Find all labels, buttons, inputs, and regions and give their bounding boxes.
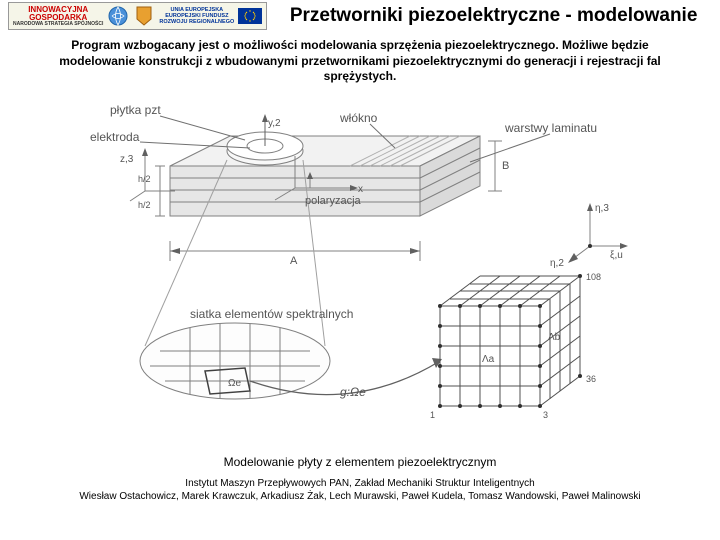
eu-text: UNIA EUROPEJSKA EUROPEJSKI FUNDUSZ ROZWO… (159, 7, 234, 25)
pzt-patch (227, 114, 303, 165)
description: Program wzbogacany jest o możliwości mod… (0, 32, 720, 91)
eu-flag-icon (238, 8, 262, 24)
svg-text:3: 3 (543, 410, 548, 420)
svg-text:z,3: z,3 (120, 154, 134, 165)
svg-text:36: 36 (586, 374, 596, 384)
svg-text:włókno: włókno (339, 111, 378, 125)
caption: Modelowanie płyty z elementem piezoelekt… (0, 451, 720, 477)
logo-sub: NARODOWA STRATEGIA SPÓJNOŚCI (13, 22, 103, 27)
svg-text:polaryzacja: polaryzacja (305, 195, 362, 207)
dim-h (155, 166, 165, 216)
svg-text:1: 1 (430, 410, 435, 420)
shield-icon (133, 5, 155, 27)
svg-text:A: A (290, 255, 298, 267)
footer-line1: Instytut Maszyn Przepływowych PAN, Zakła… (8, 477, 712, 490)
svg-text:elektroda: elektroda (90, 130, 140, 144)
globe-icon (107, 5, 129, 27)
svg-text:y,2: y,2 (268, 118, 281, 129)
svg-text:108: 108 (586, 272, 601, 282)
footer-line2: Wiesław Ostachowicz, Marek Krawczuk, Ark… (8, 490, 712, 503)
svg-text:Λb: Λb (548, 332, 561, 343)
svg-text:siatka elementów spektralnych: siatka elementów spektralnych (190, 307, 353, 321)
svg-text:η,3: η,3 (595, 203, 609, 214)
header: INNOWACYJNA GOSPODARKA NARODOWA STRATEGI… (0, 0, 720, 32)
diagram-svg: płytka pzt elektroda włókno warstwy lami… (50, 96, 670, 446)
svg-text:B: B (502, 160, 509, 172)
svg-text:warstwy laminatu: warstwy laminatu (504, 121, 597, 135)
logo-innowacyjna: INNOWACYJNA GOSPODARKA NARODOWA STRATEGI… (13, 6, 103, 27)
svg-text:Ωe: Ωe (228, 378, 241, 389)
svg-text:x: x (358, 184, 363, 195)
svg-text:h/2: h/2 (138, 174, 151, 184)
svg-text:η,2: η,2 (550, 258, 564, 269)
svg-text:ξ,u: ξ,u (610, 250, 623, 261)
z-axis (130, 148, 175, 201)
diagram: płytka pzt elektroda włókno warstwy lami… (0, 91, 720, 451)
logo-block: INNOWACYJNA GOSPODARKA NARODOWA STRATEGI… (8, 2, 267, 30)
ref-cube (438, 274, 582, 408)
svg-text:g:Ωe: g:Ωe (340, 385, 366, 399)
svg-text:Λa: Λa (482, 354, 495, 365)
svg-text:płytka pzt: płytka pzt (110, 103, 161, 117)
footer: Instytut Maszyn Przepływowych PAN, Zakła… (0, 477, 720, 503)
dim-B (488, 141, 502, 191)
page-title: Przetworniki piezoelektryczne - modelowa… (275, 5, 712, 28)
eu-line3: ROZWOJU REGIONALNEGO (159, 19, 234, 25)
svg-text:h/2: h/2 (138, 200, 151, 210)
